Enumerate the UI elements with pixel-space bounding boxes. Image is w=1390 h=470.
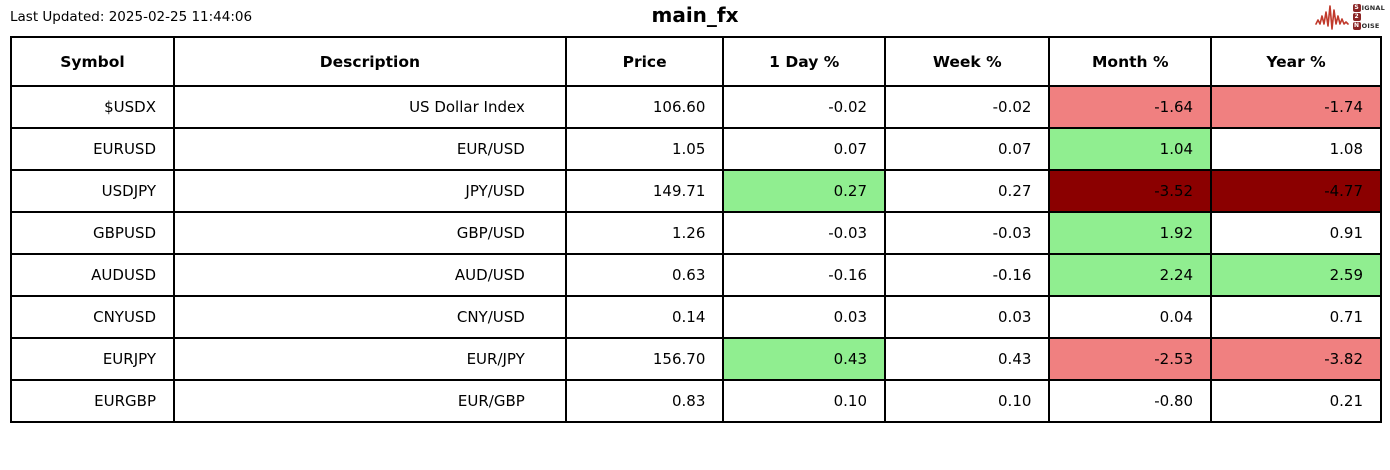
cell-year: 2.59 — [1210, 253, 1382, 297]
logo-letter-s: S — [1352, 4, 1361, 12]
cell-description: GBP/USD — [173, 211, 567, 255]
logo-text-ignal: IGNAL — [1361, 3, 1385, 12]
cell-day: -0.02 — [722, 85, 887, 129]
cell-description: US Dollar Index — [173, 85, 567, 129]
cell-description: CNY/USD — [173, 295, 567, 339]
cell-year: -1.74 — [1210, 85, 1382, 129]
logo-line-signal: S IGNAL — [1352, 3, 1385, 12]
cell-price: 106.60 — [564, 85, 725, 129]
cell-month: -1.64 — [1048, 85, 1213, 129]
cell-year: -3.82 — [1210, 337, 1382, 381]
cell-month: 2.24 — [1048, 253, 1213, 297]
cell-symbol: CNYUSD — [9, 295, 176, 339]
cell-price: 0.63 — [564, 253, 725, 297]
cell-year: 0.21 — [1210, 379, 1382, 423]
column-header-day: 1 Day % — [722, 36, 887, 87]
logo-wordmark: S IGNAL 2 N OISE — [1352, 3, 1385, 30]
table-row: AUDUSD AUD/USD 0.63 -0.16 -0.16 2.24 2.5… — [9, 253, 1382, 297]
logo-letter-n: N — [1352, 22, 1361, 30]
table-row: GBPUSD GBP/USD 1.26 -0.03 -0.03 1.92 0.9… — [9, 211, 1382, 255]
cell-price: 1.26 — [564, 211, 725, 255]
table-row: $USDX US Dollar Index 106.60 -0.02 -0.02… — [9, 85, 1382, 129]
cell-symbol: EURGBP — [9, 379, 176, 423]
cell-month: -0.80 — [1048, 379, 1213, 423]
table-row: CNYUSD CNY/USD 0.14 0.03 0.03 0.04 0.71 — [9, 295, 1382, 339]
cell-symbol: EURUSD — [9, 127, 176, 171]
cell-week: -0.02 — [884, 85, 1051, 129]
table-row: USDJPY JPY/USD 149.71 0.27 0.27 -3.52 -4… — [9, 169, 1382, 213]
cell-month: -3.52 — [1048, 169, 1213, 213]
column-header-year: Year % — [1210, 36, 1382, 87]
header-row: Symbol Description Price 1 Day % Week % … — [9, 36, 1382, 87]
column-header-price: Price — [564, 36, 725, 87]
cell-week: 0.27 — [884, 169, 1051, 213]
signal2noise-logo: S IGNAL 2 N OISE — [1314, 3, 1385, 31]
cell-description: EUR/USD — [173, 127, 567, 171]
cell-week: -0.03 — [884, 211, 1051, 255]
cell-month: -2.53 — [1048, 337, 1213, 381]
column-header-month: Month % — [1048, 36, 1213, 87]
cell-description: AUD/USD — [173, 253, 567, 297]
table-row: EURUSD EUR/USD 1.05 0.07 0.07 1.04 1.08 — [9, 127, 1382, 171]
logo-line-noise: N OISE — [1352, 21, 1385, 30]
cell-week: 0.43 — [884, 337, 1051, 381]
fx-table-body: $USDX US Dollar Index 106.60 -0.02 -0.02… — [9, 85, 1382, 423]
cell-price: 0.14 — [564, 295, 725, 339]
cell-week: 0.07 — [884, 127, 1051, 171]
column-header-week: Week % — [884, 36, 1051, 87]
cell-symbol: EURJPY — [9, 337, 176, 381]
last-updated-label: Last Updated: 2025-02-25 11:44:06 — [10, 9, 253, 25]
table-row: EURGBP EUR/GBP 0.83 0.10 0.10 -0.80 0.21 — [9, 379, 1382, 423]
cell-week: 0.10 — [884, 379, 1051, 423]
page-title: main_fx — [651, 3, 739, 27]
cell-month: 1.92 — [1048, 211, 1213, 255]
column-header-symbol: Symbol — [9, 36, 176, 87]
cell-month: 0.04 — [1048, 295, 1213, 339]
logo-text-oise: OISE — [1361, 21, 1380, 30]
cell-day: 0.43 — [722, 337, 887, 381]
logo-line-two: 2 — [1352, 13, 1385, 21]
cell-week: -0.16 — [884, 253, 1051, 297]
cell-day: 0.07 — [722, 127, 887, 171]
waveform-icon — [1314, 5, 1349, 30]
cell-symbol: $USDX — [9, 85, 176, 129]
cell-description: JPY/USD — [173, 169, 567, 213]
column-header-description: Description — [173, 36, 567, 87]
cell-symbol: AUDUSD — [9, 253, 176, 297]
cell-day: -0.16 — [722, 253, 887, 297]
logo-letter-2: 2 — [1352, 13, 1361, 21]
cell-month: 1.04 — [1048, 127, 1213, 171]
cell-year: 1.08 — [1210, 127, 1382, 171]
cell-year: 0.91 — [1210, 211, 1382, 255]
cell-description: EUR/JPY — [173, 337, 567, 381]
cell-price: 1.05 — [564, 127, 725, 171]
cell-week: 0.03 — [884, 295, 1051, 339]
cell-day: 0.03 — [722, 295, 887, 339]
cell-day: 0.10 — [722, 379, 887, 423]
cell-price: 149.71 — [564, 169, 725, 213]
cell-year: -4.77 — [1210, 169, 1382, 213]
cell-symbol: USDJPY — [9, 169, 176, 213]
cell-year: 0.71 — [1210, 295, 1382, 339]
cell-day: 0.27 — [722, 169, 887, 213]
cell-day: -0.03 — [722, 211, 887, 255]
cell-price: 156.70 — [564, 337, 725, 381]
cell-description: EUR/GBP — [173, 379, 567, 423]
fx-table: Symbol Description Price 1 Day % Week % … — [9, 36, 1382, 423]
cell-price: 0.83 — [564, 379, 725, 423]
table-row: EURJPY EUR/JPY 156.70 0.43 0.43 -2.53 -3… — [9, 337, 1382, 381]
cell-symbol: GBPUSD — [9, 211, 176, 255]
